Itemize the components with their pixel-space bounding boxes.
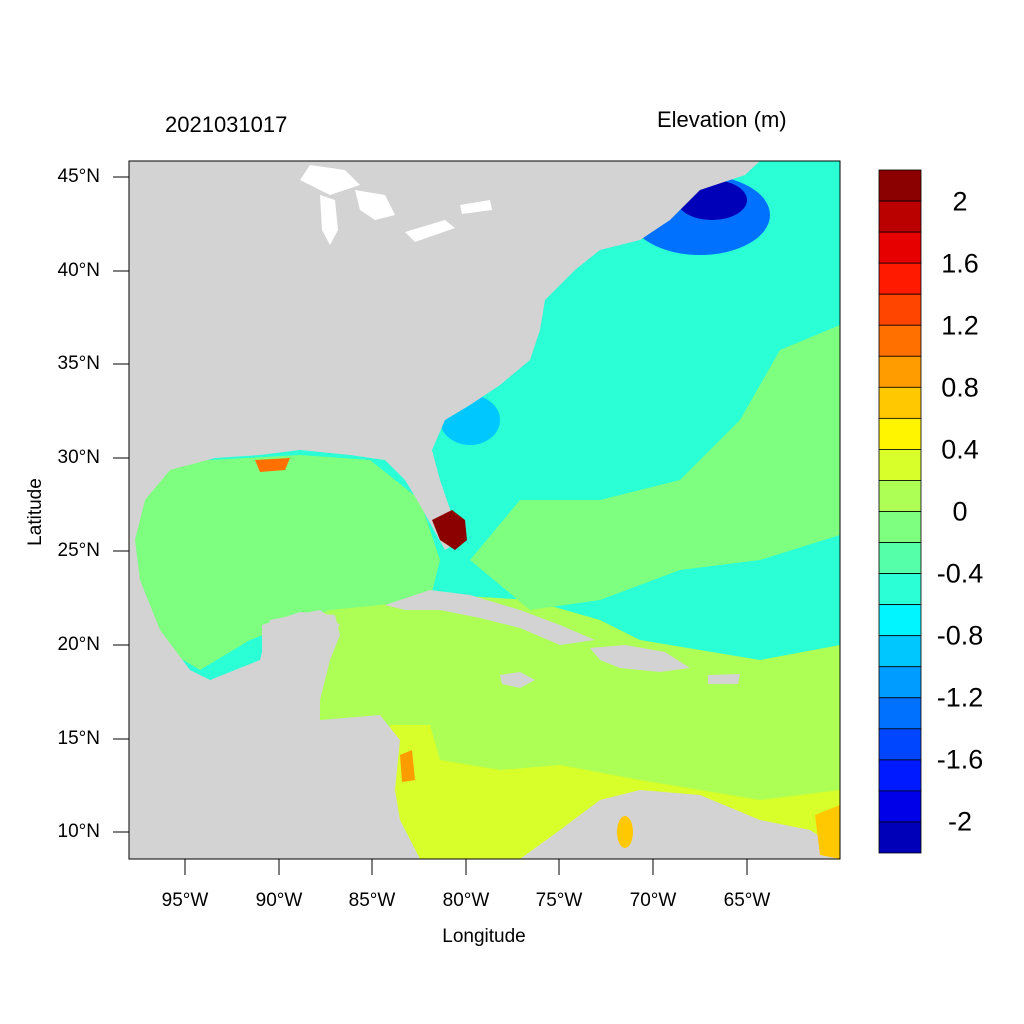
colorbar-swatch — [878, 635, 922, 668]
lat-tick-label: 10°N — [57, 821, 100, 842]
lake-superior — [300, 165, 360, 195]
lat-tick-label: 35°N — [57, 353, 100, 374]
colorbar-swatch — [878, 697, 922, 730]
colorbar-swatch — [878, 790, 922, 823]
cuba-land — [385, 590, 595, 645]
colorbar-swatch — [878, 324, 922, 357]
florida-surge — [432, 510, 467, 550]
colorbar-swatch — [878, 573, 922, 606]
lake-ontario — [460, 200, 492, 214]
colorbar-swatch — [878, 355, 922, 388]
lon-tick-label: 90°W — [255, 890, 303, 911]
jamaica-land — [500, 672, 535, 688]
colorbar-label: -2 — [947, 806, 972, 837]
colorbar-swatch — [878, 169, 922, 202]
lake-erie — [405, 220, 455, 242]
y-axis-label: Latitude — [25, 478, 46, 546]
lake-huron — [355, 190, 395, 220]
colorbar-swatch — [878, 417, 922, 450]
trinidad-field — [815, 805, 840, 859]
lon-tick-label: 65°W — [723, 890, 771, 911]
colorbar-label: 0 — [952, 496, 968, 527]
yucatan-land — [262, 612, 340, 700]
colorbar-label: 1.6 — [941, 248, 979, 279]
map-frame — [128, 160, 841, 860]
colorbar-swatch — [878, 604, 922, 637]
colorbar-swatch — [878, 728, 922, 761]
lat-tick-label: 20°N — [57, 634, 100, 655]
colorbar-label: 1.2 — [941, 310, 979, 341]
colorbar-swatch — [878, 542, 922, 574]
hispaniola-land — [590, 645, 690, 672]
colorbar-swatch — [878, 231, 922, 264]
colorbar-label: 0.8 — [941, 372, 979, 403]
x-axis-label: Longitude — [442, 926, 526, 947]
colorbar-label: -0.8 — [936, 620, 984, 651]
colorbar — [878, 169, 922, 854]
colorbar-swatch — [878, 759, 922, 792]
lon-tick-label: 70°W — [629, 890, 677, 911]
colorbar-swatch — [878, 821, 922, 854]
colorbar-label: -1.6 — [936, 744, 984, 775]
lat-tick-marks — [113, 176, 129, 833]
lat-tick-label: 25°N — [57, 540, 100, 561]
maracaibo-field — [617, 816, 633, 848]
lon-tick-label: 95°W — [161, 890, 209, 911]
lat-tick-label: 30°N — [57, 447, 100, 468]
colorbar-swatch — [878, 511, 922, 543]
lake-michigan — [320, 195, 338, 245]
lat-tick-label: 40°N — [57, 260, 100, 281]
colorbar-swatch — [878, 386, 922, 419]
colorbar-swatch — [878, 480, 922, 512]
colorbar-swatch — [878, 449, 922, 481]
colorbar-swatch — [878, 666, 922, 699]
lon-tick-label: 85°W — [348, 890, 396, 911]
colorbar-label: -0.4 — [936, 558, 984, 589]
lat-tick-label: 15°N — [57, 728, 100, 749]
gulf-of-mexico-field — [129, 455, 440, 670]
honduras-coast-field — [400, 750, 415, 782]
variable-title: Elevation (m) — [657, 107, 787, 132]
colorbar-swatch — [878, 200, 922, 233]
lat-tick-label: 45°N — [57, 166, 100, 187]
east-atlantic-field — [470, 325, 840, 610]
colorbar-swatch — [878, 262, 922, 295]
puerto-rico-land — [708, 674, 740, 684]
map-panel — [129, 161, 840, 859]
lon-tick-label: 75°W — [535, 890, 583, 911]
louisiana-surge — [255, 458, 290, 472]
colorbar-label: 0.4 — [941, 434, 979, 465]
lon-tick-marks — [184, 859, 748, 875]
colorbar-swatch — [878, 293, 922, 326]
timestamp-title: 2021031017 — [165, 112, 288, 137]
colorbar-label: 2 — [952, 186, 968, 217]
south-america-land — [520, 790, 840, 859]
colorbar-label: -1.2 — [936, 682, 984, 713]
lon-tick-label: 80°W — [442, 890, 490, 911]
